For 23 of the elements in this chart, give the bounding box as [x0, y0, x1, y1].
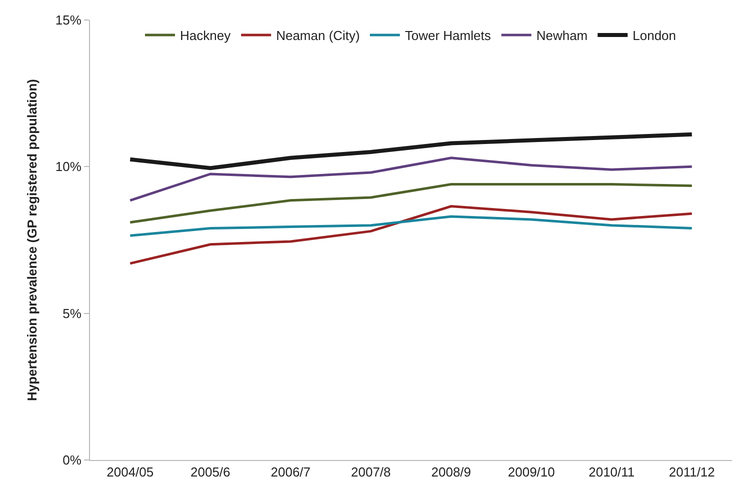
line-series	[128, 156, 694, 202]
y-tick-label: 0%	[62, 452, 82, 468]
y-tick-label: 10%	[55, 159, 82, 174]
x-tick-label: 2009/10	[508, 464, 555, 480]
x-tick-label: 2011/12	[668, 464, 715, 480]
x-tick-label: 2006/7	[270, 464, 311, 480]
legend-label: London	[632, 28, 676, 44]
legend-label: Tower Hamlets	[404, 28, 492, 44]
y-axis-title: Hypertension prevalence (GP registered population)	[24, 79, 40, 401]
line-series	[128, 183, 694, 224]
y-tick-label: 5%	[62, 306, 82, 321]
legend-label: Newham	[536, 28, 588, 44]
legend-label: Hackney	[180, 28, 232, 44]
x-tick-label: 2007/8	[350, 464, 391, 480]
legend-label: Neaman (City)	[276, 28, 360, 44]
line-series	[128, 205, 694, 265]
y-tick-label: 15%	[55, 12, 82, 28]
x-tick-label: 2010/11	[588, 464, 635, 480]
line-series	[128, 132, 694, 170]
line-series	[128, 215, 694, 237]
x-tick-label: 2005/6	[190, 464, 230, 480]
x-tick-label: 2008/9	[431, 464, 472, 480]
x-tick-label: 2004/05	[106, 464, 154, 480]
